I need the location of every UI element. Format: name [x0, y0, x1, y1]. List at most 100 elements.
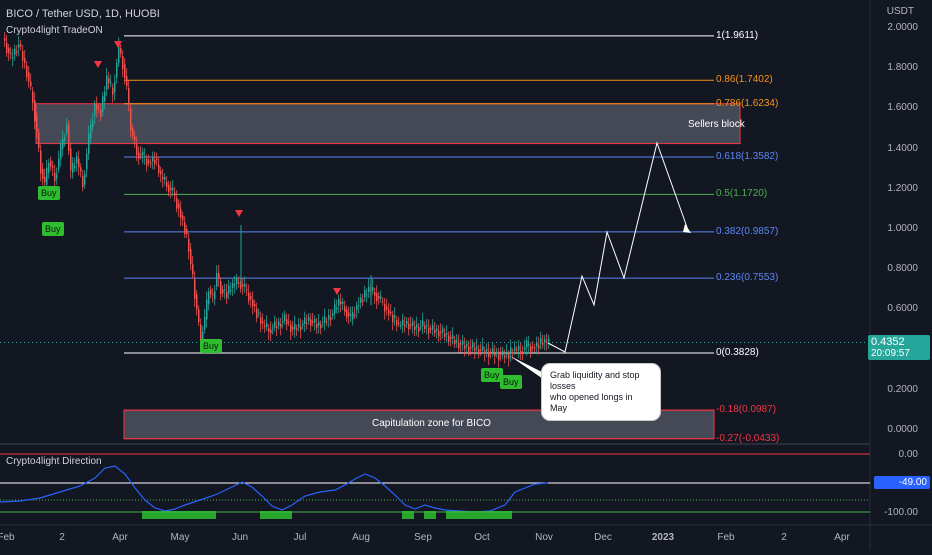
time-axis-tick: Jul: [293, 532, 307, 543]
symbol-title[interactable]: BICO / Tether USD, 1D, HUOBI: [6, 8, 160, 20]
candle-body: [342, 301, 344, 305]
candle-body: [62, 138, 64, 149]
candle-body: [216, 273, 218, 287]
candle-body: [220, 281, 222, 295]
candle-body: [108, 78, 110, 83]
candle-body: [32, 90, 34, 103]
candle-body: [388, 309, 390, 315]
candle-body: [404, 324, 406, 327]
candle-body: [412, 321, 414, 326]
candle-body: [132, 128, 134, 137]
candle-body: [228, 285, 230, 294]
candle-body: [390, 312, 392, 314]
fib-level-label: 0(0.3828): [716, 347, 759, 359]
candle-body: [374, 291, 376, 296]
price-axis-tick: 2.0000: [887, 22, 918, 33]
time-axis-tick: Feb: [717, 532, 735, 543]
candle-body: [162, 176, 164, 180]
time-axis-tick: Dec: [594, 532, 612, 543]
candle-body: [244, 284, 246, 287]
candle-body: [422, 320, 424, 326]
candle-body: [192, 264, 194, 275]
candle-body: [314, 319, 316, 323]
price-axis-tick: 1.0000: [887, 223, 918, 234]
candle-body: [490, 352, 492, 354]
candle-body: [136, 144, 138, 156]
current-price-tag: 0.4352 20:09:57: [868, 335, 930, 360]
candle-body: [368, 286, 370, 292]
annotation-callout[interactable]: Grab liquidity and stop losses who opene…: [542, 364, 660, 420]
candle-body: [456, 340, 458, 342]
candle-body: [38, 132, 40, 149]
candle-body: [486, 349, 488, 352]
candle-body: [468, 346, 470, 352]
candle-body: [112, 87, 114, 95]
candle-body: [542, 342, 544, 345]
candle-body: [8, 48, 10, 54]
candle-body: [450, 337, 452, 339]
candle-body: [424, 325, 426, 329]
candle-body: [546, 341, 548, 343]
candle-body: [230, 290, 232, 292]
candle-body: [504, 355, 506, 358]
candle-body: [262, 321, 264, 324]
indicator-legend[interactable]: Crypto4light TradeON: [6, 25, 103, 36]
candle-body: [34, 100, 36, 122]
direction-axis-min: -100.00: [884, 507, 918, 518]
buy-badge: Buy: [42, 222, 64, 236]
candle-body: [324, 316, 326, 323]
candle-body: [258, 312, 260, 314]
candle-body: [284, 314, 286, 321]
callout-line-2: who opened longs in May: [550, 392, 633, 413]
candle-body: [44, 176, 46, 183]
candle-body: [380, 296, 382, 299]
candle-body: [348, 312, 350, 317]
candle-body: [396, 320, 398, 326]
candle-body: [376, 293, 378, 301]
candle-body: [316, 323, 318, 328]
candle-body: [358, 305, 360, 307]
candle-body: [466, 344, 468, 347]
candle-body: [218, 273, 220, 279]
candle-body: [72, 163, 74, 173]
sellers-block-zone: [35, 103, 741, 145]
time-axis-tick: Oct: [474, 532, 490, 543]
candle-body: [58, 158, 60, 169]
candle-body: [154, 159, 156, 164]
candle-body: [436, 328, 438, 331]
candle-body: [188, 239, 190, 252]
candle-body: [312, 320, 314, 323]
candle-body: [322, 322, 324, 324]
candle-body: [508, 354, 510, 359]
direction-panel-title[interactable]: Crypto4light Direction: [6, 456, 102, 467]
candle-body: [82, 176, 84, 188]
candle-body: [56, 173, 58, 179]
candle-body: [344, 306, 346, 312]
candle-body: [484, 350, 486, 354]
candle-body: [292, 326, 294, 330]
candle-body: [206, 299, 208, 320]
fib-level-label: 0.5(1.1720): [716, 188, 768, 200]
price-axis-tick: 0.6000: [887, 303, 918, 315]
candle-body: [196, 294, 198, 310]
buy-badge: Buy: [38, 186, 60, 200]
callout-line-1: Grab liquidity and stop losses: [550, 370, 640, 391]
candle-body: [534, 347, 536, 349]
direction-value-tag: -49.00: [874, 476, 930, 489]
candle-body: [302, 323, 304, 326]
candle-body: [402, 319, 404, 325]
candle-body: [478, 349, 480, 355]
candle-body: [148, 160, 150, 163]
time-axis-tick: 2023: [651, 532, 675, 543]
candle-body: [224, 289, 226, 291]
candle-body: [264, 325, 266, 327]
candle-body: [68, 124, 70, 152]
direction-signal-bar: [260, 511, 292, 519]
candle-body: [76, 156, 78, 164]
candle-body: [378, 296, 380, 299]
candle-body: [320, 324, 322, 329]
candle-body: [42, 168, 44, 180]
candle-body: [146, 158, 148, 166]
